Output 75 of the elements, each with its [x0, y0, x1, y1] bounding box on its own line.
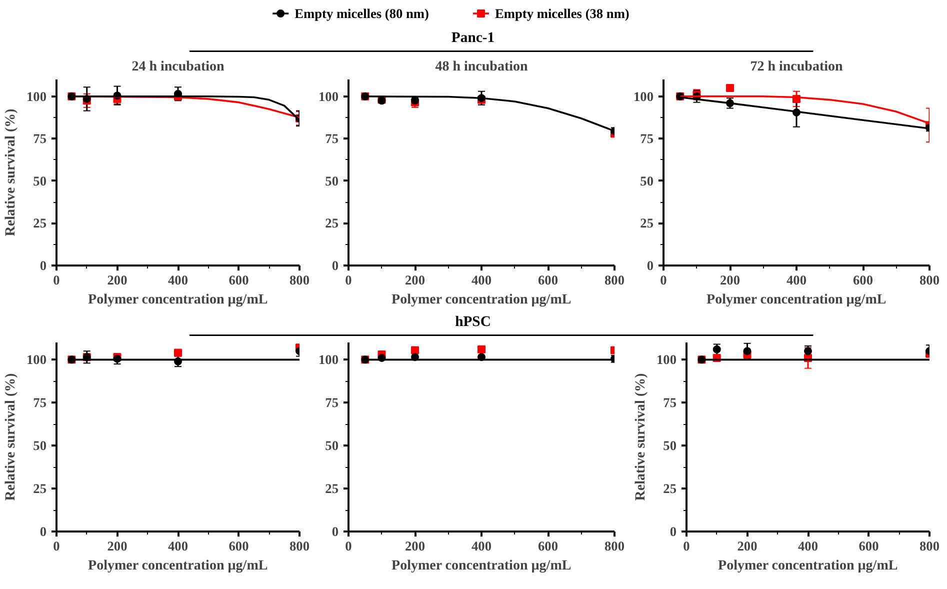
x-axis-title: Polymer concentration µg/mL [718, 558, 898, 574]
x-tick-label: 200 [737, 538, 758, 554]
y-tick-label: 50 [325, 173, 339, 188]
y-tick-label: 100 [656, 352, 677, 368]
x-axis-title: Polymer concentration µg/mL [392, 292, 572, 308]
y-tick-label: 100 [318, 352, 339, 368]
x-tick-label: 800 [920, 272, 940, 288]
x-tick-label: 0 [345, 538, 352, 554]
legend-label: Empty micelles (80 nm) [294, 6, 429, 21]
y-tick-label: 0 [332, 258, 339, 273]
x-tick-label: 800 [290, 272, 310, 288]
x-axis-title: Polymer concentration µg/mL [706, 292, 886, 308]
x-tick-label: 600 [538, 538, 558, 554]
y-tick-label: 25 [640, 216, 654, 231]
y-tick-label: 75 [640, 131, 654, 146]
x-tick-label: 200 [107, 272, 128, 288]
y-tick-label: 100 [318, 88, 339, 104]
y-tick-label: 75 [663, 395, 677, 410]
y-tick-label: 75 [33, 131, 47, 146]
x-tick-label: 800 [920, 538, 940, 554]
y-tick-label: 100 [26, 88, 47, 104]
x-tick-label: 400 [168, 272, 188, 288]
y-tick-label: 25 [325, 481, 339, 496]
x-tick-label: 0 [53, 538, 60, 554]
x-tick-label: 600 [858, 538, 880, 554]
y-tick-label: 100 [634, 88, 654, 104]
y-tick-label: 75 [33, 395, 47, 410]
x-tick-label: 600 [228, 538, 250, 554]
chart-title: 24 h incubation [132, 60, 225, 74]
y-tick-label: 25 [33, 216, 47, 231]
x-tick-label: 800 [604, 538, 625, 554]
y-tick-label: 25 [325, 216, 339, 231]
x-tick-label: 0 [345, 272, 352, 288]
x-tick-label: 400 [472, 538, 492, 554]
x-tick-label: 200 [720, 272, 740, 288]
y-tick-label: 0 [332, 524, 339, 539]
x-tick-label: 600 [853, 272, 874, 288]
x-axis-title: Polymer concentration µg/mL [88, 292, 268, 308]
x-tick-label: 600 [538, 272, 558, 288]
chart-title: 48 h incubation [435, 60, 528, 74]
x-tick-label: 400 [786, 272, 807, 288]
y-tick-label: 0 [670, 524, 677, 539]
x-tick-label: 0 [683, 538, 690, 554]
y-tick-label: 75 [325, 131, 339, 146]
y-tick-label: 0 [40, 524, 47, 539]
y-axis-title: Relative survival (%) [634, 372, 649, 501]
y-tick-label: 75 [325, 395, 339, 410]
x-axis-title: Polymer concentration µg/mL [392, 558, 572, 574]
x-tick-label: 400 [168, 538, 188, 554]
y-tick-label: 0 [40, 258, 47, 273]
y-tick-label: 50 [33, 173, 47, 188]
x-tick-label: 400 [798, 538, 818, 554]
text: hPSC [455, 314, 491, 330]
x-tick-label: 0 [53, 272, 60, 288]
y-axis-title: Relative survival (%) [4, 372, 19, 501]
y-tick-label: 50 [640, 173, 654, 188]
x-tick-label: 200 [405, 538, 426, 554]
text: Panc-1 [451, 30, 495, 46]
y-tick-label: 0 [646, 258, 654, 273]
legend-label: Empty micelles (38 nm) [495, 6, 630, 21]
y-tick-label: 100 [26, 352, 47, 368]
y-tick-label: 50 [663, 438, 677, 454]
y-tick-label: 25 [33, 481, 47, 496]
chart-title: 72 h incubation [750, 60, 844, 74]
x-axis-title: Polymer concentration µg/mL [88, 558, 268, 574]
y-tick-label: 50 [325, 438, 339, 454]
y-axis-title: Relative survival (%) [4, 108, 19, 236]
x-tick-label: 800 [290, 538, 310, 554]
x-tick-label: 400 [472, 272, 492, 288]
x-tick-label: 200 [405, 272, 426, 288]
y-tick-label: 25 [663, 481, 677, 496]
y-tick-label: 50 [33, 438, 47, 454]
x-tick-label: 600 [228, 272, 250, 288]
x-tick-label: 800 [604, 272, 625, 288]
x-tick-label: 200 [107, 538, 128, 554]
